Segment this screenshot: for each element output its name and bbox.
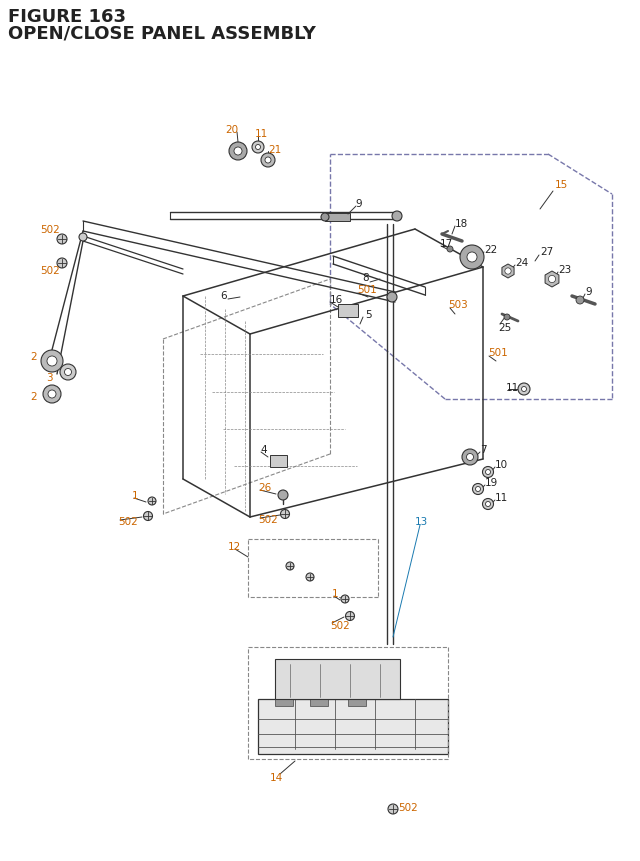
Text: 2: 2 [30,392,36,401]
Text: 501: 501 [488,348,508,357]
Circle shape [57,258,67,269]
Text: 11: 11 [506,382,519,393]
Circle shape [255,146,260,151]
Circle shape [43,386,61,404]
Circle shape [387,293,397,303]
Circle shape [48,391,56,399]
Circle shape [234,148,242,156]
Circle shape [462,449,478,466]
Polygon shape [275,699,293,706]
Circle shape [518,383,530,395]
Text: 2: 2 [30,351,36,362]
Text: 502: 502 [398,802,418,812]
Circle shape [65,369,72,376]
Circle shape [286,562,294,570]
Circle shape [252,142,264,154]
Text: 22: 22 [484,245,497,255]
Circle shape [483,499,493,510]
Text: 20: 20 [225,125,238,135]
Circle shape [346,612,355,621]
Text: 8: 8 [362,273,369,282]
Circle shape [447,247,453,253]
Circle shape [486,502,490,507]
Text: 17: 17 [440,238,453,249]
Circle shape [41,350,63,373]
Text: 18: 18 [455,219,468,229]
Circle shape [280,510,289,519]
Text: 11: 11 [495,492,508,503]
Text: 1: 1 [332,588,339,598]
Circle shape [321,214,329,222]
Circle shape [460,245,484,269]
Circle shape [486,470,490,475]
Text: 502: 502 [118,517,138,526]
Circle shape [576,297,584,305]
Text: OPEN/CLOSE PANEL ASSEMBLY: OPEN/CLOSE PANEL ASSEMBLY [8,24,316,42]
Text: 11: 11 [255,129,268,139]
Text: 21: 21 [268,145,281,155]
Text: 6: 6 [220,291,227,300]
Text: 3: 3 [46,373,52,382]
Text: 16: 16 [330,294,343,305]
Circle shape [60,364,76,381]
Text: FIGURE 163: FIGURE 163 [8,8,126,26]
Circle shape [306,573,314,581]
Text: 501: 501 [357,285,377,294]
Circle shape [57,235,67,245]
Polygon shape [275,660,400,699]
Circle shape [504,314,510,320]
Polygon shape [338,305,358,318]
Circle shape [476,487,481,492]
Circle shape [341,595,349,604]
Circle shape [467,454,474,461]
Text: 1: 1 [132,491,139,500]
Circle shape [47,356,57,367]
Text: 9: 9 [355,199,362,208]
Circle shape [261,154,275,168]
Text: 13: 13 [415,517,428,526]
Text: 12: 12 [228,542,241,551]
Circle shape [79,233,87,242]
Circle shape [472,484,483,495]
Text: 4: 4 [260,444,267,455]
Text: 9: 9 [585,287,591,297]
Text: 27: 27 [540,247,553,257]
Polygon shape [502,264,514,279]
Polygon shape [325,214,350,222]
Text: 10: 10 [495,460,508,469]
Text: 502: 502 [330,620,349,630]
Text: 26: 26 [258,482,271,492]
Text: 23: 23 [558,264,572,275]
Text: 502: 502 [40,266,60,276]
Circle shape [522,387,527,392]
Circle shape [278,491,288,500]
Text: 14: 14 [270,772,284,782]
Polygon shape [270,455,287,468]
Text: 19: 19 [485,478,499,487]
Text: 502: 502 [258,514,278,524]
Circle shape [548,276,556,283]
Polygon shape [348,699,366,706]
Text: 7: 7 [480,444,486,455]
Text: 502: 502 [40,225,60,235]
Circle shape [483,467,493,478]
Text: 15: 15 [555,180,568,189]
Polygon shape [258,699,448,754]
Circle shape [388,804,398,814]
Circle shape [505,269,511,275]
Polygon shape [545,272,559,288]
Circle shape [265,158,271,164]
Circle shape [467,253,477,263]
Circle shape [143,512,152,521]
Polygon shape [310,699,328,706]
Text: 503: 503 [448,300,468,310]
Text: 24: 24 [515,257,528,268]
Text: 5: 5 [365,310,372,319]
Text: 25: 25 [498,323,511,332]
Circle shape [229,143,247,161]
Circle shape [392,212,402,222]
Circle shape [148,498,156,505]
